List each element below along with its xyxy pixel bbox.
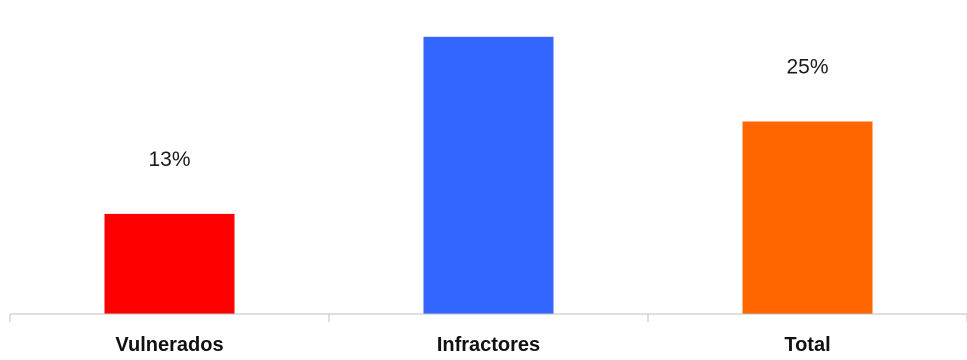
category-labels-group: Vulnerados Infractores Total — [115, 334, 830, 356]
bars-group — [104, 36, 873, 315]
category-label-vulnerados: Vulnerados — [115, 334, 223, 356]
bar-vulnerados — [104, 213, 235, 314]
value-label-vulnerados: 13% — [148, 148, 190, 171]
bar-infractores — [423, 36, 554, 315]
x-axis-ticks — [9, 314, 967, 322]
value-labels-group: 13%36%25% — [148, 56, 828, 171]
bar-total — [742, 121, 873, 314]
value-label-total: 25% — [786, 56, 828, 79]
category-label-infractores: Infractores — [437, 334, 540, 356]
category-label-total: Total — [784, 334, 830, 356]
